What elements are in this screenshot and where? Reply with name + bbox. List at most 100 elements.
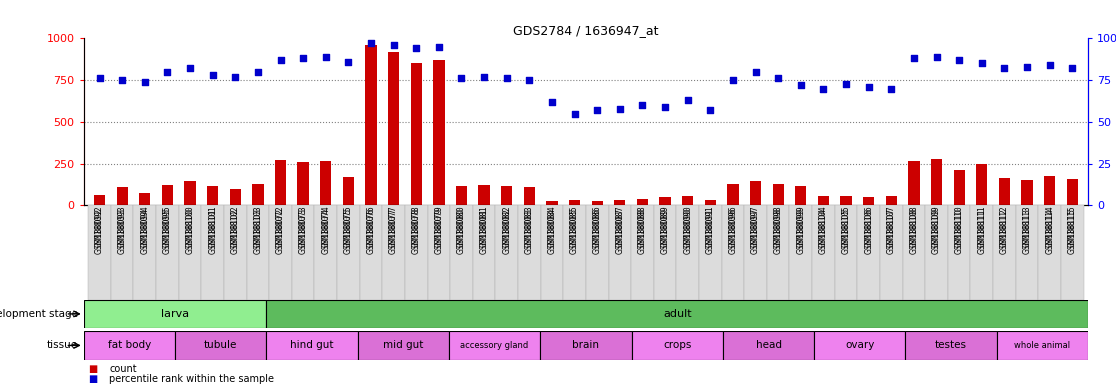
Bar xyxy=(744,205,767,300)
Bar xyxy=(455,186,468,205)
Bar xyxy=(450,205,473,300)
Text: GSM188075: GSM188075 xyxy=(344,208,353,254)
Bar xyxy=(772,184,783,205)
Bar xyxy=(704,200,716,205)
Point xyxy=(407,45,425,51)
Text: GSM188088: GSM188088 xyxy=(638,208,647,254)
Text: GSM188099: GSM188099 xyxy=(797,205,806,247)
Bar xyxy=(275,159,286,205)
Text: whole animal: whole animal xyxy=(1014,341,1070,350)
Bar xyxy=(473,205,496,300)
Text: GSM188108: GSM188108 xyxy=(910,208,918,254)
Bar xyxy=(789,205,812,300)
Text: GSM188106: GSM188106 xyxy=(864,208,873,254)
Point xyxy=(136,79,154,85)
Bar xyxy=(767,205,789,300)
Bar xyxy=(722,205,744,300)
Bar xyxy=(247,205,269,300)
Point xyxy=(883,85,901,91)
Text: GSM188102: GSM188102 xyxy=(231,205,240,247)
Text: larva: larva xyxy=(161,309,189,319)
Text: GSM188083: GSM188083 xyxy=(525,205,533,247)
Point xyxy=(158,69,176,75)
Text: GSM188085: GSM188085 xyxy=(570,205,579,247)
Text: GSM188082: GSM188082 xyxy=(502,208,511,254)
Point xyxy=(679,97,696,103)
Bar xyxy=(427,205,450,300)
Text: GSM188085: GSM188085 xyxy=(570,208,579,254)
Bar xyxy=(201,205,224,300)
Bar xyxy=(947,205,971,300)
Text: GSM188093: GSM188093 xyxy=(117,208,126,254)
Text: GSM188104: GSM188104 xyxy=(819,205,828,247)
Text: GSM188114: GSM188114 xyxy=(1046,208,1055,254)
Bar xyxy=(359,205,383,300)
Point xyxy=(90,75,108,81)
Bar xyxy=(496,205,518,300)
Text: GSM188080: GSM188080 xyxy=(456,208,466,254)
Bar xyxy=(953,169,965,205)
Text: GSM188107: GSM188107 xyxy=(887,205,896,247)
Text: GSM188113: GSM188113 xyxy=(1022,205,1031,247)
Point xyxy=(837,80,855,86)
Point xyxy=(610,106,628,112)
Bar xyxy=(750,181,761,205)
Text: ovary: ovary xyxy=(845,340,875,351)
Text: GSM188096: GSM188096 xyxy=(729,205,738,247)
Text: GSM188101: GSM188101 xyxy=(209,205,218,247)
Text: count: count xyxy=(109,364,137,374)
Point xyxy=(1018,64,1036,70)
Bar xyxy=(614,200,625,205)
Bar xyxy=(518,205,540,300)
Bar xyxy=(230,189,241,205)
Text: GSM188092: GSM188092 xyxy=(95,208,104,254)
Point xyxy=(1041,62,1059,68)
Text: hind gut: hind gut xyxy=(290,340,334,351)
Bar xyxy=(812,205,835,300)
Text: GSM188091: GSM188091 xyxy=(705,205,715,247)
Bar xyxy=(886,196,897,205)
Point xyxy=(769,75,787,81)
Text: GSM188108: GSM188108 xyxy=(910,205,918,247)
Text: GSM188079: GSM188079 xyxy=(434,205,443,247)
Bar xyxy=(388,52,400,205)
Text: GSM188089: GSM188089 xyxy=(661,208,670,254)
Text: accessory gland: accessory gland xyxy=(461,341,529,350)
Text: ■: ■ xyxy=(89,374,102,384)
Point xyxy=(362,40,379,46)
Text: GSM188097: GSM188097 xyxy=(751,205,760,247)
Text: GSM188092: GSM188092 xyxy=(95,205,104,247)
Point xyxy=(701,107,719,113)
Point xyxy=(295,55,312,61)
Bar xyxy=(337,205,359,300)
Point xyxy=(634,102,652,108)
Text: GSM188081: GSM188081 xyxy=(480,205,489,247)
Bar xyxy=(908,161,920,205)
Text: GSM188098: GSM188098 xyxy=(773,208,782,254)
Bar xyxy=(993,205,1016,300)
Bar xyxy=(591,201,603,205)
Bar xyxy=(728,184,739,205)
Text: GSM188110: GSM188110 xyxy=(954,205,963,247)
Text: GSM188077: GSM188077 xyxy=(389,205,398,247)
Point xyxy=(543,99,561,105)
Bar xyxy=(1067,179,1078,205)
Bar xyxy=(795,186,807,205)
Bar xyxy=(206,186,219,205)
Bar xyxy=(224,205,247,300)
Bar xyxy=(291,205,315,300)
Text: GSM188087: GSM188087 xyxy=(615,205,624,247)
Text: GSM188078: GSM188078 xyxy=(412,208,421,254)
Text: GSM188086: GSM188086 xyxy=(593,208,602,254)
Bar xyxy=(699,205,722,300)
Text: GSM188113: GSM188113 xyxy=(1022,208,1031,254)
Text: GSM188078: GSM188078 xyxy=(412,205,421,247)
Point xyxy=(339,59,357,65)
Text: GSM188076: GSM188076 xyxy=(366,208,375,254)
Text: GSM188072: GSM188072 xyxy=(276,205,285,247)
Text: GSM188097: GSM188097 xyxy=(751,208,760,254)
Point xyxy=(271,57,289,63)
Text: GSM188090: GSM188090 xyxy=(683,208,692,254)
Text: GSM188111: GSM188111 xyxy=(978,205,987,247)
Text: GSM188112: GSM188112 xyxy=(1000,205,1009,247)
